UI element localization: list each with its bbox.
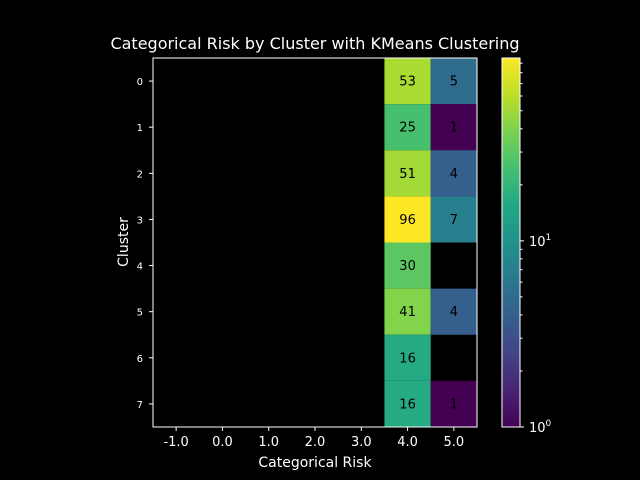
heatmap-cell (384, 196, 431, 243)
y-tick-label: 2 (137, 169, 143, 180)
heatmap-cell (430, 288, 477, 335)
x-axis-ticks: -1.0 0.0 1.0 2.0 3.0 4.0 5.0 (163, 427, 464, 450)
y-tick-label: 7 (137, 400, 143, 411)
cell-value-label: 4 (450, 305, 458, 320)
y-tick-label: 1 (137, 123, 143, 134)
cell-value-label: 53 (399, 75, 416, 90)
cell-value-label: 1 (450, 397, 458, 412)
heatmap-cell (430, 104, 477, 151)
heatmap-cell (384, 288, 431, 335)
heatmap-cells: 53 5 25 1 51 4 96 7 30 41 4 16 16 1 (384, 58, 477, 427)
cell-value-label: 7 (450, 213, 458, 228)
cell-value-label: 1 (450, 121, 458, 136)
y-tick-label: 0 (137, 77, 143, 88)
x-tick-label: 1.0 (258, 435, 279, 450)
heatmap-cell (384, 58, 431, 105)
cell-value-label: 41 (399, 305, 416, 320)
x-tick-label: 4.0 (397, 435, 418, 450)
y-axis-label: Cluster (116, 217, 132, 267)
y-tick-label: 5 (137, 308, 143, 319)
heatmap-cell (430, 196, 477, 243)
heatmap-cell (384, 242, 431, 289)
colorbar-tick-label: 100 (529, 419, 552, 436)
x-tick-label: -1.0 (163, 435, 188, 450)
x-tick-label: 0.0 (212, 435, 233, 450)
y-tick-label: 3 (137, 215, 143, 226)
cell-value-label: 5 (450, 75, 458, 90)
heatmap-cell (430, 58, 477, 105)
cell-value-label: 30 (399, 259, 416, 274)
cell-value-label: 16 (399, 397, 416, 412)
x-tick-label: 5.0 (444, 435, 465, 450)
y-tick-label: 4 (137, 262, 143, 273)
chart-title: Categorical Risk by Cluster with KMeans … (110, 34, 519, 53)
cell-value-label: 51 (399, 167, 416, 182)
y-axis-ticks: 0 1 2 3 4 5 6 7 (137, 77, 153, 411)
colorbar (501, 57, 521, 428)
x-tick-label: 2.0 (305, 435, 326, 450)
heatmap-cell (430, 150, 477, 197)
cell-value-label: 16 (399, 351, 416, 366)
heatmap-cell (384, 380, 431, 427)
y-tick-label: 6 (137, 354, 143, 365)
cell-value-label: 96 (399, 213, 416, 228)
cell-value-label: 25 (399, 121, 416, 136)
cell-value-label: 4 (450, 167, 458, 182)
colorbar-tick-label: 101 (529, 233, 551, 250)
heatmap-cell (430, 380, 477, 427)
x-axis-label: Categorical Risk (258, 455, 372, 471)
heatmap-cell (384, 150, 431, 197)
x-tick-label: 3.0 (351, 435, 372, 450)
colorbar-ticks: 100 101 (520, 62, 552, 436)
heatmap-cell (384, 104, 431, 151)
heatmap-cell (384, 334, 431, 381)
